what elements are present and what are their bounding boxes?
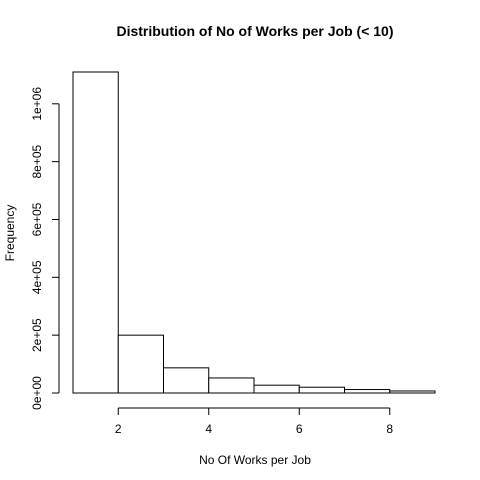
histogram-bar-4	[208, 377, 255, 394]
bars-group	[72, 71, 436, 394]
y-axis-label: Frequency	[3, 205, 17, 262]
histogram-bar-2	[117, 334, 164, 394]
x-axis: 2 4 6 8	[115, 407, 393, 436]
histogram-bar-5	[253, 384, 300, 394]
x-tick-label: 4	[205, 422, 212, 436]
histogram-bar-3	[163, 367, 210, 394]
y-tick-label: 8e+05	[30, 144, 44, 178]
histogram-bar-8	[389, 390, 436, 394]
chart-title: Distribution of No of Works per Job (< 1…	[116, 23, 393, 39]
y-tick-label: 0e+00	[30, 376, 44, 410]
x-axis-label: No Of Works per Job	[199, 453, 311, 467]
y-tick-label: 1e+06	[30, 87, 44, 121]
histogram-bar-1	[72, 71, 119, 394]
y-tick-label: 6e+05	[30, 202, 44, 236]
y-axis: 0e+00 2e+05 4e+05 6e+05 8e+05 1e+06	[30, 87, 60, 410]
x-tick-label: 2	[115, 422, 122, 436]
y-tick-label: 4e+05	[30, 260, 44, 294]
x-tick-label: 6	[296, 422, 303, 436]
histogram-bar-7	[344, 389, 391, 394]
x-tick-label: 8	[386, 422, 393, 436]
y-tick-label: 2e+05	[30, 318, 44, 352]
histogram-bar-6	[298, 386, 345, 394]
